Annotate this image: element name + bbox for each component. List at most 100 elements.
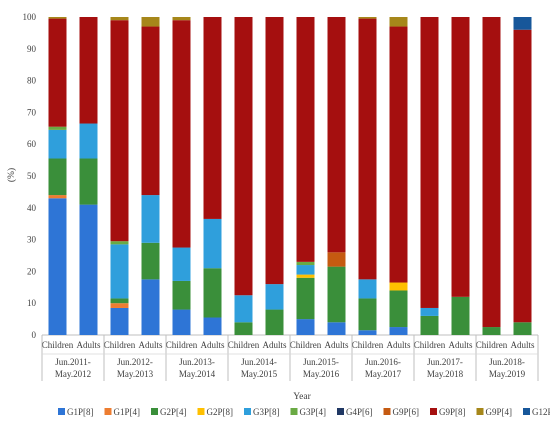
bar-segment-g3p8 xyxy=(172,247,191,281)
period-label: Jun.2014-May.2015 xyxy=(241,357,278,379)
bar-segment-g3p8 xyxy=(265,284,284,310)
bar-segment-g3p8 xyxy=(420,307,439,316)
category-label: Children xyxy=(476,340,508,350)
bar-segment-g2p4 xyxy=(513,322,532,335)
legend-swatch xyxy=(58,408,65,415)
bar-segment-g9p8 xyxy=(172,20,191,248)
bar-segment-g2p4 xyxy=(141,242,160,280)
bar-segment-g3p8 xyxy=(110,244,129,299)
bar-segment-g1p4 xyxy=(48,195,67,199)
legend-label: G3P[8] xyxy=(253,407,280,417)
period-label: Jun.2018-May.2019 xyxy=(489,357,526,379)
bar-segment-g9p4 xyxy=(389,17,408,27)
legend-swatch xyxy=(290,408,298,415)
bar-segment-g9p4 xyxy=(110,17,129,21)
bar-segment-g1p4 xyxy=(110,303,129,308)
y-tick-label: 80 xyxy=(27,76,37,86)
period-label: Jun.2012-May.2013 xyxy=(117,357,154,379)
category-label: Children xyxy=(414,340,446,350)
category-label: Adults xyxy=(138,340,163,350)
category-label: Adults xyxy=(76,340,101,350)
bar-segment-g3p8 xyxy=(141,195,160,243)
bar-segment-g1p8 xyxy=(172,309,191,335)
bar-segment-g3p8 xyxy=(48,129,67,159)
bar-segment-g2p4 xyxy=(79,158,98,205)
bar-segment-g9p8 xyxy=(513,29,532,323)
bar-segment-g9p8 xyxy=(296,17,315,262)
bar-segment-g9p8 xyxy=(420,17,439,308)
bar-segment-g2p4 xyxy=(48,158,67,196)
bar-segment-g2p4 xyxy=(203,268,222,318)
legend-label: G9P[8] xyxy=(439,407,466,417)
bar-segment-g2p4 xyxy=(172,280,191,310)
bar-segment-g1p8 xyxy=(48,198,67,335)
bar-segment-g3p4 xyxy=(110,241,129,245)
x-axis-labels: Children Adults Children Adults Children Adul… xyxy=(41,335,539,381)
bar-segment-g1p8 xyxy=(389,327,408,335)
legend-label: G9P[6] xyxy=(393,407,420,417)
y-tick-label: 10 xyxy=(27,298,37,308)
bar-segment-g2p8 xyxy=(296,274,315,278)
bar-segment-g2p4 xyxy=(482,327,501,335)
bar-segment-g12p6 xyxy=(513,17,532,30)
legend-swatch xyxy=(430,408,437,415)
legend-swatch xyxy=(523,408,530,415)
bar-segment-g9p8 xyxy=(234,17,253,296)
bar-segment-g9p8 xyxy=(110,20,129,242)
bar-segment-g9p4 xyxy=(141,17,160,27)
category-label: Adults xyxy=(510,340,535,350)
category-label: Adults xyxy=(324,340,349,350)
legend-swatch xyxy=(383,408,391,415)
bar-segment-g3p4 xyxy=(48,126,67,130)
bar-segment-g9p8 xyxy=(203,17,222,219)
category-label: Adults xyxy=(262,340,287,350)
category-label: Adults xyxy=(386,340,411,350)
bar-segment-g9p8 xyxy=(48,18,67,127)
bar-segment-g3p8 xyxy=(79,123,98,159)
bar-segment-g9p8 xyxy=(482,17,501,328)
bar-segment-g2p4 xyxy=(358,298,377,331)
legend-swatch xyxy=(244,408,251,415)
bar-segment-g1p8 xyxy=(110,307,129,335)
bar-segment-g2p8 xyxy=(389,282,408,291)
category-label: Children xyxy=(352,340,384,350)
legend-label: G9P[4] xyxy=(486,407,513,417)
bar-segment-g3p8 xyxy=(203,218,222,269)
bar-segment-g9p4 xyxy=(358,17,377,19)
legend: G1P[8] G1P[4] G2P[4] G2P[8] G3P[8] G3P[4] G4P[… xyxy=(58,407,550,417)
y-tick-label: 90 xyxy=(27,44,37,54)
bar-segment-g1p8 xyxy=(327,322,346,335)
bar-segment-g9p8 xyxy=(451,17,470,297)
bar-segment-g9p8 xyxy=(389,26,408,283)
bar-segment-g3p8 xyxy=(296,265,315,275)
legend-swatch xyxy=(104,408,112,415)
bar-segment-g9p8 xyxy=(265,17,284,285)
category-label: Adults xyxy=(448,340,473,350)
y-tick-label: 40 xyxy=(27,203,37,213)
bar-segment-g2p4 xyxy=(420,315,439,335)
legend-swatch xyxy=(151,408,158,415)
bar-segment-g9p6 xyxy=(327,252,346,267)
category-label: Children xyxy=(42,340,74,350)
bar-segment-g1p8 xyxy=(358,330,377,335)
period-label: Jun.2013-May.2014 xyxy=(179,357,216,379)
bar-segment-g9p8 xyxy=(327,17,346,253)
bar-segment-g9p8 xyxy=(358,18,377,280)
bar-segment-g2p4 xyxy=(389,290,408,328)
bar-segment-g3p8 xyxy=(358,279,377,299)
bar-segment-g9p4 xyxy=(48,17,67,19)
bar-segment-g9p8 xyxy=(79,17,98,124)
category-label: Children xyxy=(104,340,136,350)
legend-label: G1P[4] xyxy=(114,407,141,417)
y-tick-label: 70 xyxy=(27,107,37,117)
bar-segment-g2p4 xyxy=(265,309,284,335)
bars xyxy=(48,17,532,335)
y-tick-label: 100 xyxy=(23,12,37,22)
legend-label: G2P[4] xyxy=(160,407,187,417)
bar-segment-g2p4 xyxy=(296,277,315,320)
bar-segment-g9p4 xyxy=(172,17,191,21)
bar-segment-g2p4 xyxy=(234,322,253,335)
category-label: Adults xyxy=(200,340,225,350)
y-tick-label: 0 xyxy=(32,330,37,340)
